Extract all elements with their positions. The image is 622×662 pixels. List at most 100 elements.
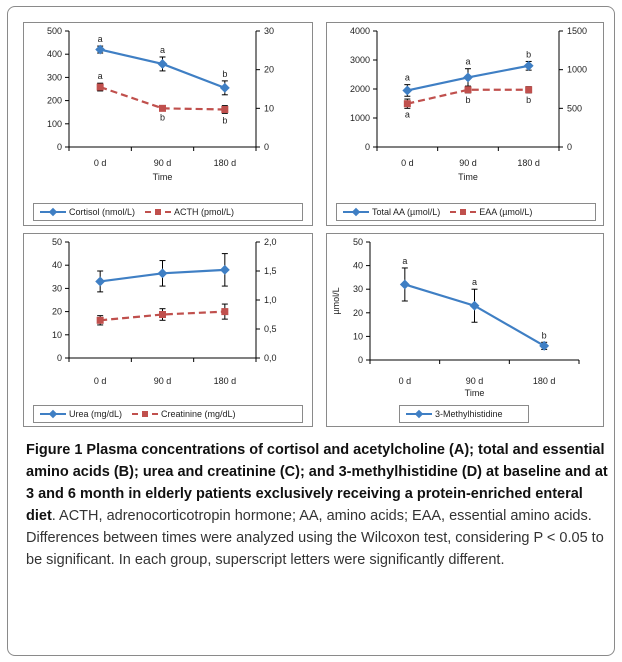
legend-line-marker-icon	[406, 409, 432, 419]
y-tick-label-left: 2000	[350, 84, 370, 94]
significance-letter: b	[222, 69, 227, 79]
data-point	[523, 60, 534, 71]
y-tick-label-left: 0	[365, 142, 370, 152]
y-tick-label-left: 40	[353, 261, 363, 271]
significance-letter: a	[98, 34, 103, 44]
legend-a: Cortisol (nmol/L) ACTH (pmol/L)	[33, 203, 303, 221]
significance-letter: b	[465, 95, 470, 105]
chart-d-svg: 50 40 30 20 10 0 0 d 90 d 180 d Time µmol/L a a b	[331, 237, 580, 398]
legend-label-eaa: EAA (µmol/L)	[479, 207, 533, 217]
x-axis-title: Time	[465, 388, 485, 398]
significance-letter: a	[405, 73, 410, 83]
data-point	[219, 264, 230, 275]
data-point	[221, 308, 229, 316]
y-tick-label-right: 1,5	[264, 266, 277, 276]
legend-item-cortisol: Cortisol (nmol/L)	[40, 207, 135, 217]
legend-label-creatinine: Creatinine (mg/dL)	[161, 409, 236, 419]
x-tick-label: 0 d	[94, 376, 107, 386]
data-point	[221, 105, 229, 113]
legend-line-marker-icon	[40, 207, 66, 217]
y-tick-label-left: 500	[47, 26, 62, 36]
y-tick-label-left: 300	[47, 72, 62, 82]
y-tick-label-left: 200	[47, 96, 62, 106]
x-tick-label: 90 d	[154, 376, 172, 386]
legend-dashed-marker-icon	[450, 207, 477, 217]
y-tick-label-right: 0,0	[264, 353, 277, 363]
caption-text: . ACTH, adrenocorticotropin hormone; AA,…	[26, 508, 604, 568]
data-point	[399, 279, 410, 290]
data-point	[159, 311, 166, 318]
legend-line-marker-icon	[343, 207, 369, 217]
y-tick-label-left: 0	[358, 355, 363, 365]
y-tick-label-left: 4000	[350, 26, 370, 36]
y-tick-label-right: 1500	[567, 26, 587, 36]
legend-label-methylhistidine: 3-Methylhistidine	[435, 409, 503, 419]
series-line	[100, 310, 225, 322]
data-point	[402, 85, 413, 96]
significance-letter: b	[160, 112, 165, 122]
figure-frame: 500 400 300 200 100 0 30 20 10 0 0 d 90 d 180 d Time a…	[7, 6, 615, 656]
significance-letter: a	[472, 277, 477, 287]
x-tick-label: 90 d	[459, 158, 477, 168]
y-tick-label-left: 30	[353, 284, 363, 294]
legend-label-cortisol: Cortisol (nmol/L)	[69, 207, 136, 217]
figure-caption: Figure 1 Plasma concentrations of cortis…	[26, 439, 612, 571]
x-tick-label: 0 d	[401, 158, 414, 168]
y-tick-label-left: 50	[52, 237, 62, 247]
y-tick-label-right: 10	[264, 103, 274, 113]
y-tick-label-left: 30	[52, 283, 62, 293]
legend-item-acth: ACTH (pmol/L)	[145, 207, 234, 217]
y-tick-label-left: 10	[353, 331, 363, 341]
data-point	[96, 316, 104, 324]
y-tick-label-left: 20	[353, 308, 363, 318]
y-tick-label-right: 500	[567, 103, 582, 113]
caption-bold: Figure 1 Plasma concentrations of cortis…	[26, 442, 608, 524]
x-tick-label: 180 d	[533, 376, 556, 386]
legend-item-total-aa: Total AA (µmol/L)	[343, 207, 440, 217]
significance-letter: b	[222, 115, 227, 125]
data-point	[157, 268, 168, 279]
legend-item-methylhistidine: 3-Methylhistidine	[406, 409, 503, 419]
y-tick-label-left: 0	[57, 353, 62, 363]
data-point	[403, 100, 411, 108]
significance-letter: b	[542, 330, 547, 340]
legend-dashed-marker-icon	[145, 207, 172, 217]
significance-letter: a	[465, 57, 470, 67]
y-tick-label-right: 2,0	[264, 237, 277, 247]
significance-letter: a	[98, 71, 103, 81]
legend-label-acth: ACTH (pmol/L)	[174, 207, 235, 217]
legend-line-marker-icon	[40, 409, 66, 419]
legend-label-total-aa: Total AA (µmol/L)	[372, 207, 441, 217]
y-tick-label-left: 50	[353, 237, 363, 247]
series-line	[407, 88, 529, 105]
x-tick-label: 90 d	[466, 376, 484, 386]
y-tick-label-right: 1000	[567, 65, 587, 75]
data-point	[95, 44, 106, 55]
chart-panel-c: 50 40 30 20 10 0 2,0 1,5 1,0 0,5 0,0 0 d 90 d 180 d U…	[23, 233, 313, 427]
y-tick-label-left: 0	[57, 142, 62, 152]
data-point	[159, 104, 166, 112]
y-tick-label-left: 10	[52, 330, 62, 340]
x-tick-label: 180 d	[214, 376, 237, 386]
legend-item-creatinine: Creatinine (mg/dL)	[132, 409, 236, 419]
y-tick-label-right: 0	[567, 142, 572, 152]
data-point	[469, 300, 480, 311]
y-tick-label-left: 1000	[350, 113, 370, 123]
y-tick-label-right: 20	[264, 65, 274, 75]
significance-letter: a	[402, 256, 407, 266]
x-tick-label: 90 d	[154, 158, 172, 168]
data-point	[219, 82, 230, 93]
y-tick-label-left: 40	[52, 260, 62, 270]
x-axis-title: Time	[153, 172, 173, 182]
legend-item-urea: Urea (mg/dL)	[40, 409, 122, 419]
y-axis-title: µmol/L	[331, 287, 341, 314]
chart-panel-d: 50 40 30 20 10 0 0 d 90 d 180 d Time µmol/L a a b 3-M…	[326, 233, 604, 427]
chart-c-svg: 50 40 30 20 10 0 2,0 1,5 1,0 0,5 0,0 0 d 90 d 180 d	[52, 237, 277, 386]
data-point	[157, 58, 168, 69]
y-tick-label-right: 0	[264, 142, 269, 152]
data-point	[95, 276, 106, 287]
data-point	[539, 340, 550, 351]
y-tick-label-right: 0,5	[264, 324, 277, 334]
data-point	[463, 72, 473, 83]
y-tick-label-left: 400	[47, 49, 62, 59]
